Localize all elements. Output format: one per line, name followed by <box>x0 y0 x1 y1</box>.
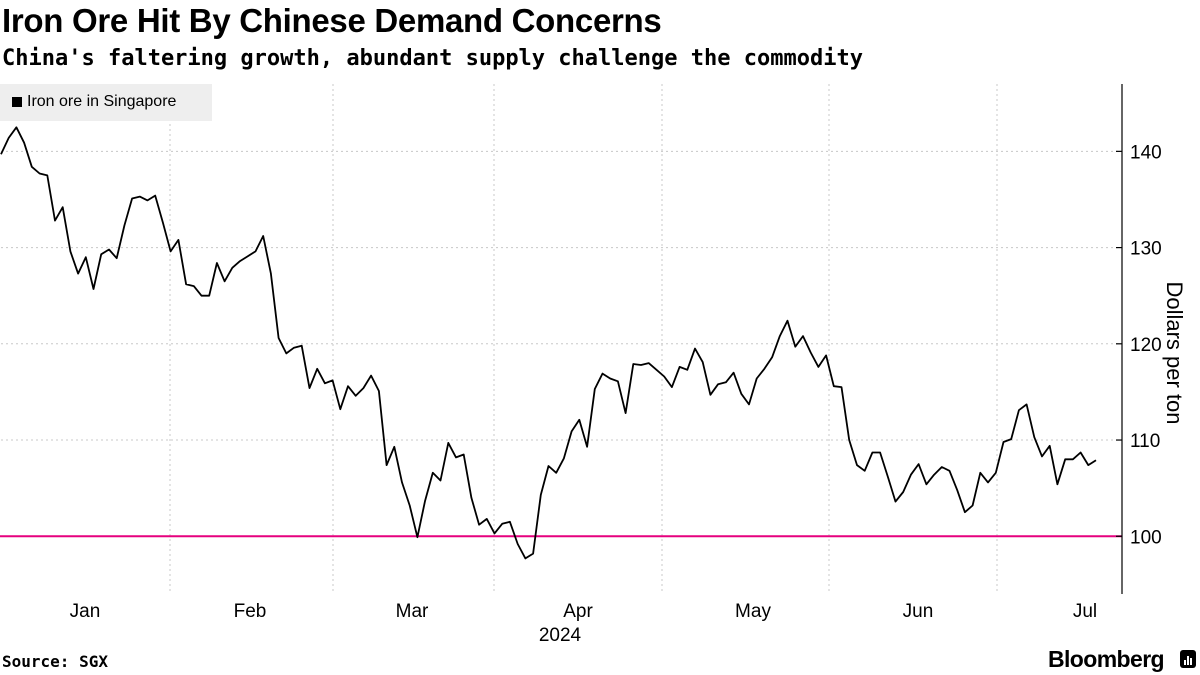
legend <box>0 84 212 121</box>
x-tick-label-mar: Mar <box>396 601 429 622</box>
grid-lines <box>1 84 1118 594</box>
x-axis: Jan Feb Mar Apr May Jun Jul 2024 <box>70 601 1097 646</box>
legend-label: Iron ore in Singapore <box>27 93 177 110</box>
legend-swatch <box>12 97 22 107</box>
x-tick-label-jan: Jan <box>70 601 101 622</box>
chart-title: Iron Ore Hit By Chinese Demand Concerns <box>2 2 662 39</box>
series-group <box>0 126 1097 560</box>
y-tick-label-100: 100 <box>1130 527 1162 548</box>
y-tick-label-130: 130 <box>1130 239 1162 260</box>
x-tick-label-jul: Jul <box>1073 601 1097 622</box>
y-tick-label-110: 110 <box>1130 431 1160 452</box>
x-tick-label-jun: Jun <box>903 601 934 622</box>
bloomberg-chart-icon <box>1180 650 1196 668</box>
y-tick-label-140: 140 <box>1130 142 1162 163</box>
source-note: Source: SGX <box>2 652 108 671</box>
x-year-label: 2024 <box>539 625 582 646</box>
series-line-0 <box>0 126 1097 560</box>
chart-subtitle: China's faltering growth, abundant suppl… <box>2 46 863 71</box>
y-axis: 100 110 120 130 140 <box>1116 84 1162 594</box>
brand-logo: Bloomberg <box>1048 646 1165 672</box>
y-axis-label: Dollars per ton <box>1162 281 1187 425</box>
y-tick-label-120: 120 <box>1130 335 1162 356</box>
x-tick-label-may: May <box>735 601 771 622</box>
x-tick-label-apr: Apr <box>563 601 593 622</box>
x-tick-label-feb: Feb <box>234 601 267 622</box>
